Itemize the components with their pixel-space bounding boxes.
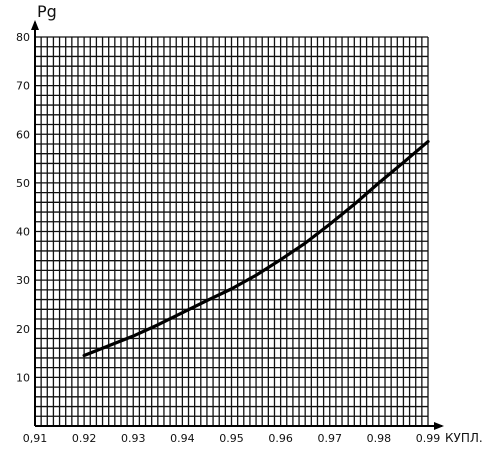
grid bbox=[34, 36, 429, 427]
x-tick-label: 0.96 bbox=[268, 432, 293, 445]
y-axis-label: Pg bbox=[37, 2, 57, 21]
tick-labels: 0,91 0.92 0.93 0.94 0.95 0.96 0.97 0.98 0.99 10 20… bbox=[16, 31, 440, 445]
x-axis-label: КУПЛ. bbox=[445, 431, 483, 445]
x-tick-label: 0.94 bbox=[170, 432, 195, 445]
x-tick-label: 0.97 bbox=[318, 432, 343, 445]
x-tick-label: 0.99 bbox=[416, 432, 441, 445]
x-tick-label: 0.93 bbox=[121, 432, 146, 445]
y-tick-label: 50 bbox=[16, 177, 30, 190]
x-tick-label: 0.98 bbox=[367, 432, 392, 445]
y-tick-label: 40 bbox=[16, 226, 30, 239]
y-tick-label: 70 bbox=[16, 80, 30, 93]
x-axis-arrow bbox=[434, 422, 444, 430]
axes bbox=[31, 20, 444, 430]
series-line bbox=[82, 139, 430, 358]
y-tick-label: 30 bbox=[16, 274, 30, 287]
y-tick-label: 10 bbox=[16, 371, 30, 384]
x-tick-label: 0.95 bbox=[219, 432, 244, 445]
series-layer bbox=[82, 139, 430, 358]
x-tick-label: 0.92 bbox=[72, 432, 97, 445]
y-tick-label: 20 bbox=[16, 323, 30, 336]
y-axis-arrow bbox=[31, 20, 39, 30]
y-tick-label: 60 bbox=[16, 128, 30, 141]
y-tick-label: 80 bbox=[16, 31, 30, 44]
x-tick-label: 0,91 bbox=[23, 432, 48, 445]
